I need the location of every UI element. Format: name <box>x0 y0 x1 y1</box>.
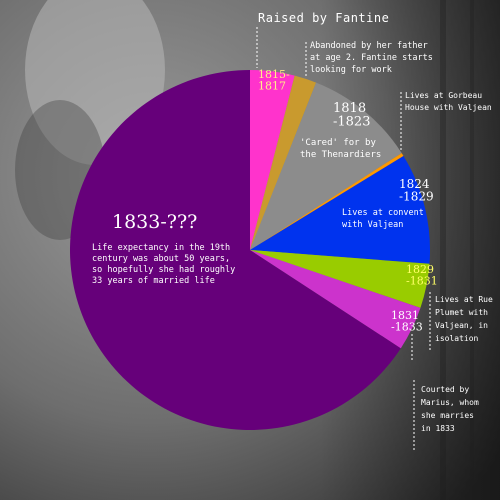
slice-marius <box>250 250 421 349</box>
slice-thenardier <box>250 82 402 251</box>
slice-convent <box>250 155 430 264</box>
slice-married <box>70 70 401 430</box>
slice-fantine <box>250 70 295 250</box>
pie-labels: 1815-1817 Abandoned by her father at age 2… <box>92 41 493 433</box>
slice-gorbeau <box>250 153 404 250</box>
years-label-marius: 1831 -1833 <box>391 309 423 334</box>
raised-by-fantine-label: Raised by Fantine <box>258 11 389 25</box>
desc-label-thenardier: 'Cared' for by the Thenardiers <box>300 138 381 160</box>
desc-label-fantine: Abandoned by her father at age 2. Fantine… <box>310 41 433 75</box>
pie-slices <box>70 70 430 430</box>
desc-label-gorbeau: Lives at Gorbeau House with Valjean <box>405 91 492 112</box>
desc-label-convent: Lives at convent with Valjean <box>342 208 424 230</box>
years-label-fantine: 1815-1817 <box>258 68 290 93</box>
slice-gap1 <box>250 75 317 250</box>
slice-plumet <box>250 250 430 308</box>
desc-label-marius: Courted by Marius, whom she marries in 1833 <box>421 385 479 433</box>
years-label-plumet: 1829 -1831 <box>406 263 438 288</box>
years-label-married: 1833-??? <box>112 211 197 233</box>
desc-label-married: Life expectancy in the 19th century was a… <box>92 243 235 286</box>
annotation-guides <box>256 27 431 452</box>
years-label-thenardier: 1818 -1823 <box>333 101 370 130</box>
desc-label-plumet: Lives at Rue Plumet with Valjean, in isolat… <box>435 295 493 343</box>
years-label-convent: 1824 -1829 <box>399 177 434 204</box>
